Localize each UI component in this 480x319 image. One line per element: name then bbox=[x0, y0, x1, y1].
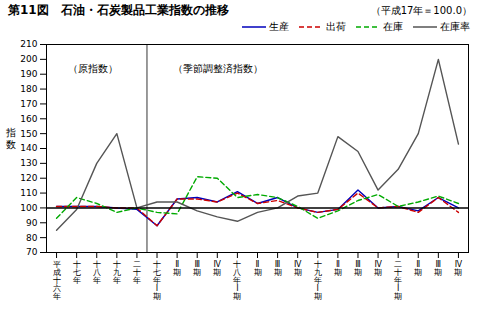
svg-text:170: 170 bbox=[20, 99, 37, 109]
html-text:（平成17年＝100.0）: （平成17年＝100.0） bbox=[370, 5, 472, 16]
html-text:第11図 石油・石炭製品工業指数の推移: 第11図 石油・石炭製品工業指数の推移 bbox=[8, 3, 229, 17]
svg-text:Ⅱ期: Ⅱ期 bbox=[414, 260, 422, 277]
svg-text:Ⅳ期: Ⅳ期 bbox=[374, 260, 382, 277]
svg-text:140: 140 bbox=[20, 143, 37, 153]
svg-text:200: 200 bbox=[20, 54, 37, 64]
svg-text:120: 120 bbox=[20, 173, 37, 183]
svg-text:十八年: 十八年 bbox=[93, 260, 101, 285]
svg-text:180: 180 bbox=[20, 84, 37, 94]
svg-text:平成十六年: 平成十六年 bbox=[53, 260, 61, 301]
svg-text:150: 150 bbox=[20, 129, 37, 139]
svg-text:Ⅳ期: Ⅳ期 bbox=[294, 260, 302, 277]
svg-text:190: 190 bbox=[20, 69, 37, 79]
svg-text:Ⅳ期: Ⅳ期 bbox=[213, 260, 221, 277]
svg-text:十八年Ⅰ期: 十八年Ⅰ期 bbox=[233, 260, 241, 301]
svg-text:二十年Ⅰ期: 二十年Ⅰ期 bbox=[394, 260, 402, 301]
svg-text:Ⅱ期: Ⅱ期 bbox=[173, 260, 181, 277]
svg-text:80: 80 bbox=[26, 233, 38, 243]
svg-text:十九年Ⅰ期: 十九年Ⅰ期 bbox=[314, 260, 322, 301]
svg-text:130: 130 bbox=[20, 158, 37, 168]
svg-text:100: 100 bbox=[20, 203, 37, 213]
svg-text:Ⅲ期: Ⅲ期 bbox=[434, 260, 442, 277]
svg-text:210: 210 bbox=[20, 39, 37, 49]
svg-text:十七年Ⅰ期: 十七年Ⅰ期 bbox=[153, 260, 161, 301]
html-text:生産: 生産 bbox=[269, 21, 289, 32]
svg-text:Ⅱ期: Ⅱ期 bbox=[334, 260, 342, 277]
svg-text:二十年: 二十年 bbox=[133, 260, 141, 285]
svg-text:Ⅲ期: Ⅲ期 bbox=[274, 260, 282, 277]
svg-text:十七年: 十七年 bbox=[73, 260, 81, 285]
html-text:在庫率: 在庫率 bbox=[440, 21, 470, 32]
svg-text:（季節調整済指数）: （季節調整済指数） bbox=[173, 63, 263, 74]
html-text:在庫: 在庫 bbox=[383, 21, 403, 32]
svg-text:160: 160 bbox=[20, 114, 37, 124]
svg-text:110: 110 bbox=[20, 188, 37, 198]
svg-text:指数: 指数 bbox=[5, 127, 16, 150]
svg-text:70: 70 bbox=[26, 247, 38, 257]
svg-text:Ⅲ期: Ⅲ期 bbox=[354, 260, 362, 277]
svg-text:Ⅱ期: Ⅱ期 bbox=[254, 260, 262, 277]
svg-text:Ⅳ期: Ⅳ期 bbox=[454, 260, 462, 277]
svg-text:Ⅲ期: Ⅲ期 bbox=[193, 260, 201, 277]
html-text:出荷: 出荷 bbox=[326, 21, 346, 32]
svg-text:90: 90 bbox=[26, 218, 38, 228]
svg-text:（原指数）: （原指数） bbox=[68, 63, 118, 74]
svg-text:十九年: 十九年 bbox=[113, 260, 121, 285]
